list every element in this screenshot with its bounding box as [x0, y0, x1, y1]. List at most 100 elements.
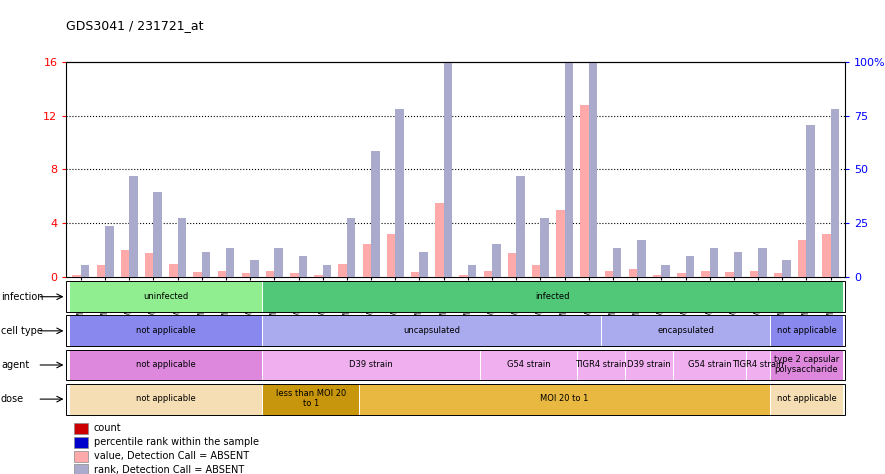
- Text: encapsulated: encapsulated: [657, 326, 714, 335]
- Bar: [363, 244, 371, 277]
- Text: infected: infected: [535, 292, 570, 301]
- Bar: [202, 252, 211, 277]
- Bar: [323, 265, 331, 277]
- Bar: [480, 349, 577, 381]
- Bar: [628, 269, 637, 277]
- Bar: [153, 192, 162, 277]
- Bar: [69, 383, 262, 415]
- Text: TIGR4 strain: TIGR4 strain: [732, 360, 784, 369]
- Text: dose: dose: [1, 394, 24, 404]
- Text: not applicable: not applicable: [135, 326, 196, 335]
- Text: value, Detection Call = ABSENT: value, Detection Call = ABSENT: [94, 451, 249, 461]
- Bar: [359, 383, 770, 415]
- Bar: [773, 273, 782, 277]
- Bar: [637, 239, 646, 277]
- Bar: [120, 250, 129, 277]
- Bar: [193, 272, 202, 277]
- Bar: [770, 349, 843, 381]
- Bar: [589, 0, 597, 277]
- Text: D39 strain: D39 strain: [350, 360, 393, 369]
- Text: D39 strain: D39 strain: [627, 360, 671, 369]
- Bar: [701, 271, 710, 277]
- Bar: [226, 247, 235, 277]
- Bar: [266, 271, 274, 277]
- Bar: [74, 437, 88, 448]
- Bar: [262, 315, 601, 346]
- Text: TIGR4 strain: TIGR4 strain: [575, 360, 627, 369]
- Bar: [532, 265, 541, 277]
- Bar: [81, 265, 89, 277]
- Bar: [492, 244, 501, 277]
- Bar: [831, 109, 839, 277]
- Text: not applicable: not applicable: [777, 394, 836, 403]
- Text: less than MOI 20
to 1: less than MOI 20 to 1: [275, 389, 346, 408]
- Bar: [750, 271, 758, 277]
- Bar: [746, 349, 770, 381]
- Text: cell type: cell type: [1, 326, 42, 336]
- Bar: [435, 203, 443, 277]
- Text: G54 strain: G54 strain: [506, 360, 550, 369]
- Text: type 2 capsular
polysaccharide: type 2 capsular polysaccharide: [773, 355, 839, 374]
- Bar: [274, 247, 283, 277]
- Text: not applicable: not applicable: [777, 326, 836, 335]
- Text: MOI 20 to 1: MOI 20 to 1: [541, 394, 589, 403]
- Text: not applicable: not applicable: [135, 394, 196, 403]
- Bar: [396, 109, 404, 277]
- Bar: [69, 349, 262, 381]
- Bar: [483, 271, 492, 277]
- Bar: [565, 8, 573, 277]
- Bar: [242, 273, 250, 277]
- Bar: [250, 260, 258, 277]
- Bar: [218, 271, 226, 277]
- Bar: [262, 349, 480, 381]
- Bar: [770, 383, 843, 415]
- Bar: [69, 315, 262, 346]
- Bar: [262, 383, 359, 415]
- Bar: [74, 465, 88, 474]
- Bar: [73, 274, 81, 277]
- Bar: [347, 218, 356, 277]
- Bar: [338, 264, 347, 277]
- Text: count: count: [94, 423, 121, 433]
- Bar: [822, 234, 831, 277]
- Bar: [734, 252, 743, 277]
- Bar: [806, 125, 815, 277]
- Bar: [178, 218, 186, 277]
- Bar: [677, 273, 686, 277]
- Text: infection: infection: [1, 292, 43, 302]
- Text: rank, Detection Call = ABSENT: rank, Detection Call = ABSENT: [94, 465, 244, 474]
- Bar: [145, 253, 153, 277]
- Bar: [129, 176, 138, 277]
- Bar: [770, 315, 843, 346]
- Bar: [686, 256, 694, 277]
- Bar: [653, 274, 661, 277]
- Bar: [581, 105, 589, 277]
- Bar: [601, 315, 770, 346]
- Bar: [314, 274, 323, 277]
- Bar: [710, 247, 719, 277]
- Bar: [411, 272, 419, 277]
- Text: agent: agent: [1, 360, 29, 370]
- Bar: [625, 349, 673, 381]
- Bar: [96, 265, 105, 277]
- Bar: [726, 272, 734, 277]
- Bar: [673, 349, 746, 381]
- Bar: [74, 422, 88, 434]
- Bar: [298, 256, 307, 277]
- Bar: [419, 252, 428, 277]
- Text: not applicable: not applicable: [135, 360, 196, 369]
- Bar: [262, 281, 843, 312]
- Bar: [798, 239, 806, 277]
- Bar: [577, 349, 625, 381]
- Text: uncapsulated: uncapsulated: [403, 326, 460, 335]
- Bar: [508, 253, 516, 277]
- Text: uninfected: uninfected: [142, 292, 189, 301]
- Bar: [169, 264, 178, 277]
- Bar: [782, 260, 791, 277]
- Bar: [74, 450, 88, 462]
- Bar: [604, 271, 613, 277]
- Bar: [556, 210, 565, 277]
- Bar: [69, 281, 262, 312]
- Bar: [661, 265, 670, 277]
- Bar: [758, 247, 766, 277]
